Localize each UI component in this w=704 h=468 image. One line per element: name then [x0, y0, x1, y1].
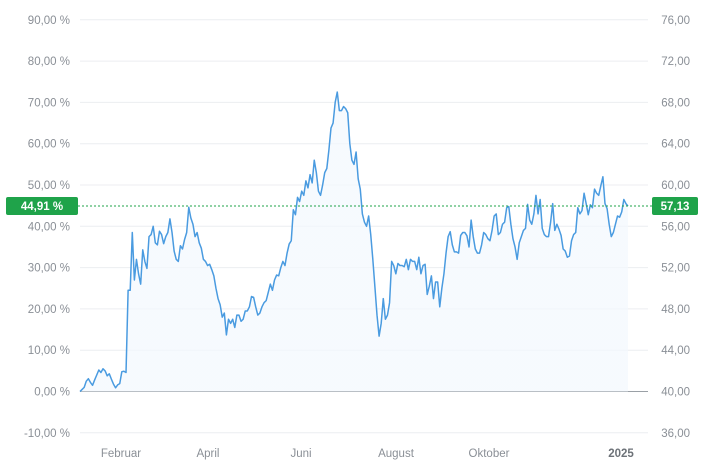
series-fill	[80, 92, 628, 392]
y-right-tick-label: 52,00	[661, 263, 690, 275]
x-tick-label: April	[196, 448, 219, 460]
y-right-tick-label: 76,00	[661, 15, 690, 27]
y-right-tick-label: 44,00	[661, 345, 690, 357]
series-area	[79, 91, 629, 393]
y-right-tick-label: 60,00	[661, 180, 690, 192]
series-line	[79, 91, 629, 393]
y-right-tick-label: 56,00	[661, 221, 690, 233]
current-percent-badge	[6, 197, 78, 216]
x-axis-ticks: Februar April Juni August Oktober 2025	[101, 448, 635, 460]
current-price-badge	[652, 197, 698, 216]
x-tick-label: Oktober	[469, 448, 510, 460]
y-left-tick-label: 90,00 %	[28, 15, 70, 27]
y-right-tick-label: 36,00	[661, 428, 690, 440]
y-right-tick-label: 68,00	[661, 97, 690, 109]
y-left-tick-label: 20,00 %	[28, 304, 70, 316]
current-value-marker: 44,91 % 57,13	[6, 197, 698, 216]
y-axis-left-ticks: -10,00 % 0,00 % 10,00 % 20,00 % 30,00 % 40,00…	[24, 15, 70, 440]
y-left-tick-label: 80,00 %	[28, 56, 70, 68]
y-left-tick-label: 60,00 %	[28, 139, 70, 151]
y-right-tick-label: 64,00	[661, 139, 690, 151]
y-left-tick-label: -10,00 %	[24, 428, 70, 440]
y-left-tick-label: 10,00 %	[28, 345, 70, 357]
y-right-tick-label: 72,00	[661, 56, 690, 68]
y-left-tick-label: 40,00 %	[28, 221, 70, 233]
y-left-tick-label: 50,00 %	[28, 180, 70, 192]
y-axis-right-ticks: 36,00 40,00 44,00 48,00 52,00 56,00 60,00 64,00…	[661, 15, 690, 440]
x-tick-label: 2025	[608, 448, 634, 460]
y-left-tick-label: 30,00 %	[28, 263, 70, 275]
current-percent-label: 44,91 %	[21, 201, 63, 213]
y-left-tick-label: 0,00 %	[34, 387, 70, 399]
y-right-tick-label: 48,00	[661, 304, 690, 316]
x-tick-label: August	[378, 448, 415, 460]
y-left-tick-label: 70,00 %	[28, 97, 70, 109]
x-tick-label: Juni	[290, 448, 311, 460]
current-price-label: 57,13	[661, 201, 690, 213]
y-right-tick-label: 40,00	[661, 387, 690, 399]
x-tick-label: Februar	[101, 448, 141, 460]
